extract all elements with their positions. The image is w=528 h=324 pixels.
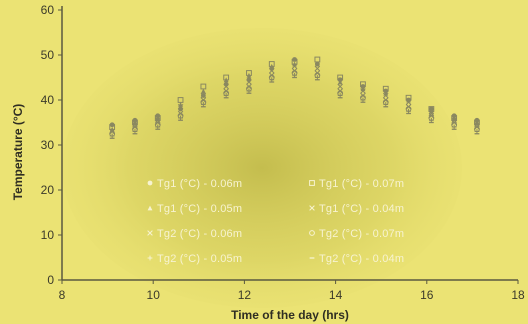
legend-marker (309, 180, 315, 186)
series-4 (109, 63, 480, 135)
legend-label: Tg1 (°C) - 0.07m (319, 178, 404, 190)
legend-label: Tg1 (°C) - 0.05m (157, 203, 242, 215)
legend-marker (147, 205, 153, 211)
x-tick-label: 10 (147, 288, 161, 302)
legend-label: Tg2 (°C) - 0.05m (157, 253, 242, 265)
x-tick-label: 14 (329, 288, 343, 302)
data-point (246, 72, 252, 78)
legend-item: Tg1 (°C) - 0.07m (309, 178, 404, 190)
legend-label: Tg2 (°C) - 0.06m (157, 228, 242, 240)
series-8 (109, 76, 480, 139)
x-tick-label: 18 (511, 288, 525, 302)
legend-label: Tg2 (°C) - 0.07m (319, 228, 404, 240)
data-point (177, 103, 184, 110)
data-point (132, 121, 138, 128)
data-point (269, 63, 275, 69)
data-point (451, 117, 457, 124)
legend-marker (309, 230, 315, 236)
chart-glow (62, 28, 462, 308)
y-tick-label: 0 (47, 273, 54, 287)
data-point (246, 79, 252, 85)
data-point (360, 88, 366, 94)
y-tick-label: 40 (41, 93, 55, 107)
points-layer (109, 56, 480, 139)
data-point (269, 67, 275, 74)
legend-marker (147, 255, 153, 261)
data-point (109, 133, 115, 139)
data-point (428, 110, 435, 117)
legend-marker (147, 230, 153, 236)
y-tick-label: 60 (41, 3, 55, 17)
data-point (200, 92, 207, 99)
y-tick-label: 10 (41, 228, 55, 242)
legend-item: Tg2 (°C) - 0.05m (147, 253, 242, 265)
y-tick-label: 30 (41, 138, 55, 152)
legend-label: Tg1 (°C) - 0.04m (319, 203, 404, 215)
data-point (132, 129, 138, 134)
data-point (155, 124, 161, 130)
legend-item: Tg1 (°C) - 0.04m (309, 203, 404, 215)
data-point (155, 117, 161, 124)
data-point (474, 129, 480, 134)
data-point (223, 83, 229, 90)
y-tick-label: 20 (41, 183, 55, 197)
legend-marker (147, 180, 153, 186)
data-point (223, 77, 229, 83)
data-point (314, 61, 320, 67)
legend-item: Tg2 (°C) - 0.07m (309, 228, 404, 240)
y-axis-title: Temperature (°C) (11, 104, 25, 201)
legend-item: Tg1 (°C) - 0.06m (147, 178, 242, 190)
legend-marker (309, 205, 315, 211)
data-point (291, 63, 298, 70)
legend-item: Tg1 (°C) - 0.05m (147, 203, 242, 215)
x-tick-label: 8 (59, 288, 66, 302)
legend-item: Tg2 (°C) - 0.06m (147, 228, 242, 240)
legend-label: Tg1 (°C) - 0.06m (157, 178, 242, 190)
data-point (405, 99, 412, 106)
axes-layer: 8 10 12 14 16 18 0 10 20 30 40 50 60 (41, 3, 525, 302)
data-point (337, 79, 343, 85)
x-tick-label: 16 (420, 288, 434, 302)
y-tick-label: 50 (41, 48, 55, 62)
legend: Tg1 (°C) - 0.06m Tg1 (°C) - 0.07m Tg1 (°C)… (147, 178, 404, 265)
data-point (200, 88, 206, 94)
data-point (337, 83, 343, 90)
data-point (314, 65, 321, 72)
legend-label: Tg2 (°C) - 0.04m (319, 253, 404, 265)
x-tick-label: 12 (238, 288, 252, 302)
data-point (451, 124, 457, 130)
data-point (383, 92, 389, 99)
legend-item: Tg2 (°C) - 0.04m (309, 253, 404, 265)
x-axis-title: Time of the day (hrs) (231, 308, 349, 322)
data-point (474, 121, 480, 128)
